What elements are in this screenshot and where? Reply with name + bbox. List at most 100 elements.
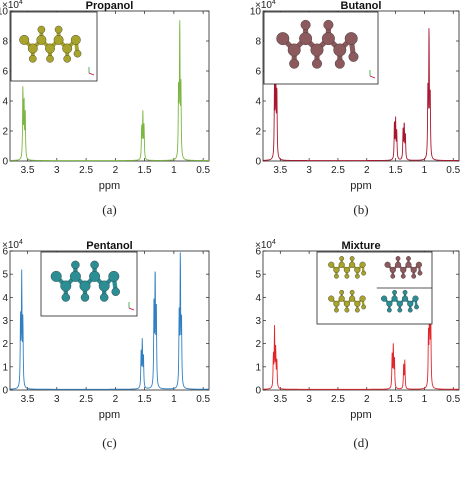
peak-point	[273, 357, 274, 358]
panel-caption: (d)	[353, 435, 368, 450]
y-tick-label: 4	[255, 97, 261, 108]
y-tick-label: 3	[2, 316, 8, 327]
x-tick-label: 3.5	[273, 165, 287, 176]
y-tick-label: 10	[250, 7, 262, 18]
peak-point	[142, 343, 143, 344]
y-tick-label: 0	[255, 386, 261, 397]
molecule-icon	[384, 256, 423, 279]
y-tick-label: 3	[255, 316, 261, 327]
peak-point	[276, 93, 277, 94]
molecule-icon	[50, 260, 120, 302]
peak-point	[21, 281, 22, 282]
y-tick-label: 2	[2, 127, 8, 138]
y-tick-label: 6	[2, 67, 8, 78]
peak-point	[142, 115, 143, 116]
x-tick-label: 2	[364, 165, 370, 176]
x-tick-label: 3	[54, 394, 60, 405]
x-tick-label: 1	[422, 394, 428, 405]
peak-point	[402, 130, 403, 131]
panel-title: Butanol	[341, 0, 382, 12]
peak-point	[405, 136, 406, 137]
panel-caption: (c)	[102, 435, 116, 450]
x-tick-label: 1.5	[138, 165, 152, 176]
x-axis-label: ppm	[99, 180, 120, 192]
peak-point	[181, 322, 182, 323]
molecule-icon	[19, 25, 82, 63]
peak-point	[20, 320, 21, 321]
y-multiplier: ×104	[255, 239, 276, 251]
panel-caption: (b)	[353, 202, 368, 217]
axis-triad-icon	[369, 75, 376, 79]
y-tick-label: 4	[2, 293, 8, 304]
x-axis-label: ppm	[350, 409, 371, 421]
molecule-icon	[276, 19, 359, 69]
spectrum-line	[9, 20, 209, 161]
panel-title: Propanol	[86, 0, 134, 12]
y-tick-label: 5	[2, 270, 8, 281]
x-tick-label: 2	[364, 394, 370, 405]
y-tick-label: 10	[0, 7, 8, 18]
peak-point	[395, 121, 396, 122]
axis-triad-icon	[128, 307, 135, 311]
y-tick-label: 8	[2, 37, 8, 48]
y-multiplier: ×104	[2, 239, 23, 251]
x-axis-label: ppm	[350, 180, 371, 192]
x-tick-label: 1.5	[138, 394, 152, 405]
peak-point	[180, 91, 181, 92]
peak-point	[156, 313, 157, 314]
peak-point	[430, 97, 431, 98]
peak-point	[179, 25, 180, 26]
x-tick-label: 0.5	[446, 394, 460, 405]
x-tick-label: 2	[113, 165, 119, 176]
y-tick-label: 6	[255, 67, 261, 78]
x-tick-label: 1.5	[389, 165, 403, 176]
x-tick-label: 2	[113, 394, 119, 405]
spectrum-line	[263, 28, 459, 161]
peak-point	[274, 331, 275, 332]
y-tick-label: 2	[2, 339, 8, 350]
y-tick-label: 0	[2, 157, 8, 168]
peak-point	[153, 308, 154, 309]
spectrum-line	[262, 263, 459, 390]
panel-mixture: 0 1 2 3 4 5 6 3.5 3 2.5 2 1.5 1 0.5 ×104 Mixture ppm (d)	[255, 239, 461, 450]
peak-point	[22, 325, 23, 326]
y-tick-label: 2	[255, 127, 261, 138]
x-axis-label: ppm	[99, 409, 120, 421]
peak-point	[428, 338, 429, 339]
y-tick-label: 4	[2, 97, 8, 108]
y-tick-label: 4	[255, 293, 261, 304]
y-tick-label: 2	[255, 339, 261, 350]
y-tick-label: 0	[2, 386, 8, 397]
spectrum-line	[9, 252, 209, 390]
peak-point	[394, 123, 395, 124]
peak-point	[396, 133, 397, 134]
panel-butanol: 0 2 4 6 8 10 3.5 3 2.5 2 1.5 1 0.5 ×104 Butanol ppm (b)	[250, 0, 461, 217]
molecule-icon	[328, 256, 367, 279]
x-tick-label: 1	[422, 165, 428, 176]
x-tick-label: 0.5	[446, 165, 460, 176]
y-multiplier: ×104	[2, 0, 23, 11]
axis-triad-icon	[88, 72, 95, 76]
peak-point	[394, 359, 395, 360]
peak-point	[274, 85, 275, 86]
x-tick-label: 3.5	[21, 394, 35, 405]
panel-pentanol: 0 1 2 3 4 5 6 3.5 3 2.5 2 1.5 1 0.5 ×104 Pentanol ppm (c)	[2, 239, 211, 450]
peak-point	[427, 94, 428, 95]
y-tick-label: 1	[255, 362, 261, 373]
x-tick-label: 2.5	[331, 165, 345, 176]
y-tick-label: 0	[255, 157, 261, 168]
y-tick-label: 6	[255, 247, 261, 258]
peak-point	[179, 320, 180, 321]
x-tick-label: 1	[171, 165, 177, 176]
peak-point	[275, 352, 276, 353]
peak-point	[22, 90, 23, 91]
peak-point	[403, 366, 404, 367]
x-tick-label: 3.5	[273, 394, 287, 405]
x-tick-label: 1.5	[389, 394, 403, 405]
peak-point	[141, 355, 142, 356]
y-multiplier: ×104	[255, 0, 276, 11]
peak-point	[141, 127, 142, 128]
panel-title: Pentanol	[86, 240, 132, 252]
peak-point	[25, 115, 26, 116]
